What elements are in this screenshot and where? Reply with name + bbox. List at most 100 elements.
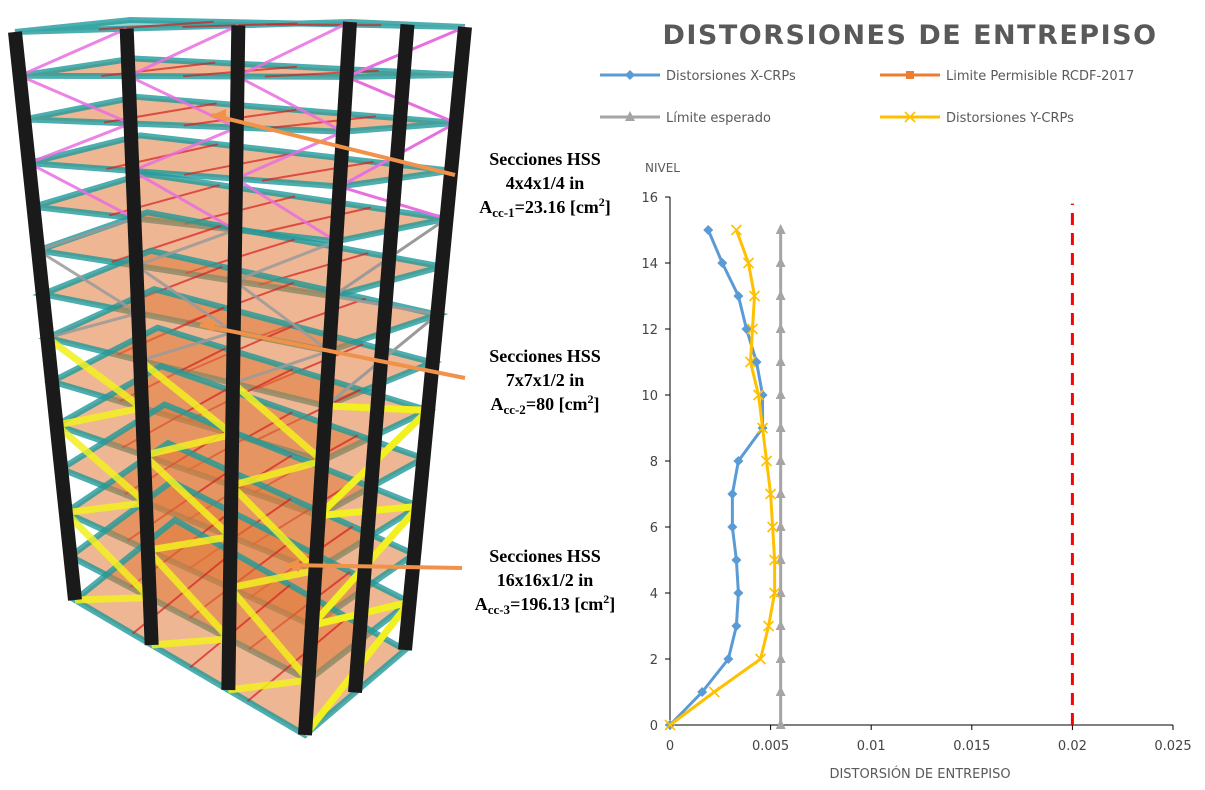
marker	[761, 455, 773, 467]
marker	[731, 621, 742, 631]
annotation-text: Secciones HSS	[489, 149, 601, 169]
annotation-text: Secciones HSS	[489, 346, 601, 366]
arrow-head	[200, 319, 214, 332]
marker	[775, 422, 786, 432]
arrow	[199, 323, 466, 380]
y-tick-label: 0	[650, 719, 658, 734]
area-part: 2	[588, 392, 594, 406]
area-part: A	[479, 197, 492, 217]
annotation-area: Acc-2=80 [cm2]	[490, 392, 599, 417]
marker	[904, 111, 916, 123]
annotation-area: Acc-1=23.16 [cm2]	[479, 195, 611, 220]
marker	[775, 620, 786, 630]
marker	[625, 111, 635, 121]
annotation-area: Acc-3=196.13 [cm2]	[475, 592, 616, 617]
marker	[723, 654, 734, 664]
marker	[765, 488, 777, 500]
beam	[263, 115, 377, 130]
brace	[37, 249, 140, 315]
brace	[229, 567, 317, 592]
column	[119, 28, 159, 646]
marker	[752, 389, 765, 401]
brace	[127, 23, 239, 78]
area-part: ]	[594, 394, 600, 414]
arrow-head	[285, 559, 299, 572]
marker	[775, 224, 786, 234]
brace	[232, 349, 330, 385]
brace	[55, 404, 143, 429]
beam	[98, 20, 214, 31]
marker	[775, 257, 786, 267]
marker	[733, 291, 744, 301]
marker	[775, 488, 786, 498]
brace	[37, 216, 135, 252]
column	[398, 26, 472, 651]
area-part: cc-1	[492, 205, 514, 220]
marker	[906, 71, 914, 79]
legend-label: Distorsiones X-CRPs	[666, 69, 796, 84]
brace	[45, 335, 145, 411]
area-part: ]	[609, 594, 615, 614]
annotation-text: 4x4x1/4 in	[506, 173, 585, 193]
brace	[235, 130, 344, 181]
marker	[731, 555, 742, 565]
brace	[46, 311, 139, 340]
marker	[756, 422, 769, 434]
y-tick-label: 10	[641, 389, 658, 404]
marker	[746, 323, 759, 335]
marker	[742, 257, 755, 269]
brace	[230, 380, 325, 464]
brace	[227, 585, 312, 683]
brace	[236, 20, 351, 78]
marker	[754, 653, 767, 665]
legend-label: Limite Permisible RCDF-2017	[946, 69, 1134, 84]
beam	[266, 23, 382, 27]
area-part: =196.13 [cm	[510, 594, 603, 614]
marker	[763, 620, 775, 632]
marker	[733, 588, 744, 598]
marker	[775, 389, 786, 399]
brace	[235, 177, 337, 243]
brace	[227, 676, 309, 694]
area-part: =80 [cm	[526, 394, 588, 414]
y-tick-label: 4	[650, 587, 658, 602]
brace	[151, 635, 230, 649]
arrow	[211, 113, 456, 177]
brace	[131, 169, 237, 232]
brace	[141, 452, 234, 540]
column	[8, 31, 82, 601]
brace	[131, 126, 238, 173]
y-tick-label: 8	[650, 455, 658, 470]
column	[348, 23, 415, 694]
x-tick-label: 0.025	[1154, 739, 1191, 754]
arrow-head	[212, 109, 226, 122]
area-part: =23.16 [cm	[515, 197, 599, 217]
brace	[233, 239, 337, 283]
marker	[744, 356, 757, 368]
y-axis-label: NIVEL	[645, 161, 680, 175]
annotation-text: 7x7x1/2 in	[506, 370, 585, 390]
brace	[74, 594, 150, 604]
area-part: cc-3	[488, 602, 511, 617]
brace	[54, 422, 149, 506]
brace	[19, 27, 128, 78]
x-tick-label: 0.015	[953, 739, 990, 754]
x-tick-label: 0.01	[857, 739, 886, 754]
y-tick-label: 2	[650, 653, 658, 668]
marker	[769, 587, 781, 599]
chart-title: DISTORSIONES DE ENTREPISO	[662, 20, 1157, 51]
brace	[28, 161, 136, 220]
y-tick-label: 6	[650, 521, 658, 536]
brace	[137, 357, 235, 438]
brace	[65, 499, 147, 517]
x-tick-label: 0.005	[752, 739, 789, 754]
x-tick-label: 0.02	[1058, 739, 1087, 754]
beam	[189, 584, 291, 669]
marker	[775, 719, 786, 729]
marker	[775, 554, 786, 564]
beam	[260, 206, 372, 234]
marker	[730, 224, 742, 236]
marker	[625, 70, 635, 80]
